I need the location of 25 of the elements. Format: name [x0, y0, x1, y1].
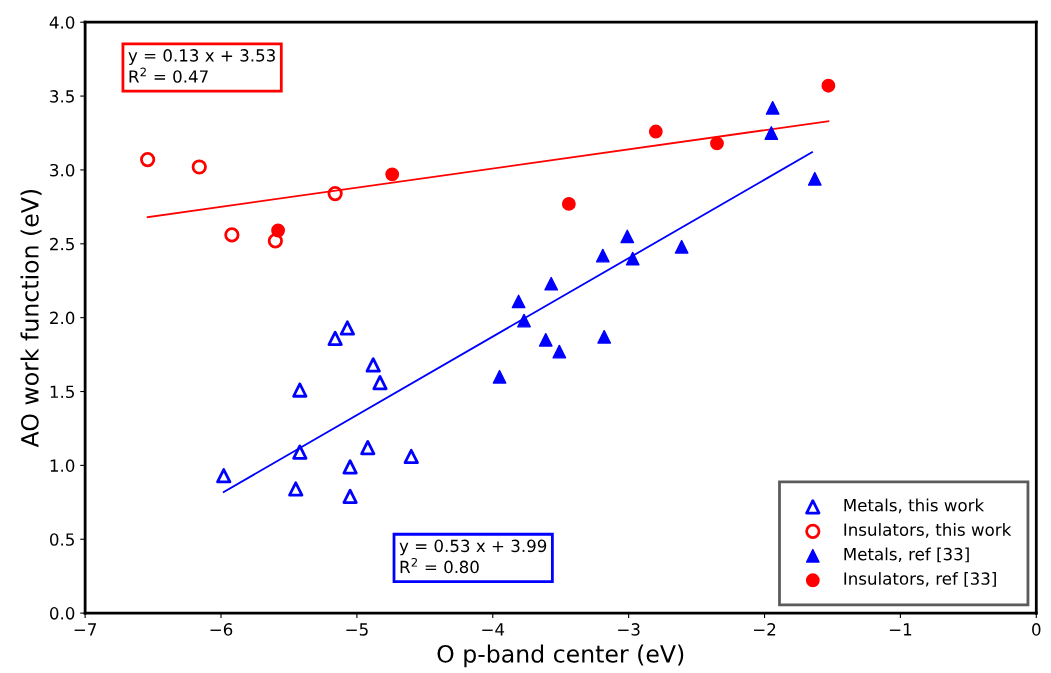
x-tick-label: −2 [754, 623, 776, 636]
y-tick-label: 4.0 [49, 16, 75, 29]
x-tick-label: −7 [74, 623, 96, 636]
x-axis-title: O p-band center (eV) [437, 644, 684, 668]
legend-label: Metals, this work [844, 498, 985, 514]
annotation: y = 0.53 x + 3.99 R$^{2}$ = 0.80 [399, 539, 547, 574]
x-tick-label: −5 [346, 623, 368, 636]
legend-label: Insulators, this work [844, 523, 1012, 538]
y-tick-label: 2.5 [50, 237, 74, 251]
annotation: y = 0.13 x + 3.53 R$^{2}$ = 0.47 [128, 49, 275, 83]
y-tick-label: 3.5 [50, 90, 74, 103]
y-tick-label: 3.0 [50, 163, 75, 177]
y-tick-label: 1.5 [50, 385, 74, 399]
x-tick-label: −1 [889, 623, 912, 636]
y-axis-title: AO work function (eV) [20, 189, 42, 448]
x-tick-label: −6 [210, 623, 233, 636]
y-tick-label: 2.0 [50, 311, 75, 325]
legend-label: Metals, ref [33] [844, 547, 969, 563]
legend-label: Insulators, ref [33] [844, 571, 996, 587]
x-tick-label: −4 [482, 623, 505, 636]
y-tick-label: 1.0 [50, 459, 75, 472]
x-tick-label: −3 [618, 623, 640, 636]
y-tick-label: 0.5 [50, 533, 74, 546]
y-tick-label: 0.0 [50, 607, 75, 620]
x-tick-label: 0 [1032, 623, 1041, 636]
